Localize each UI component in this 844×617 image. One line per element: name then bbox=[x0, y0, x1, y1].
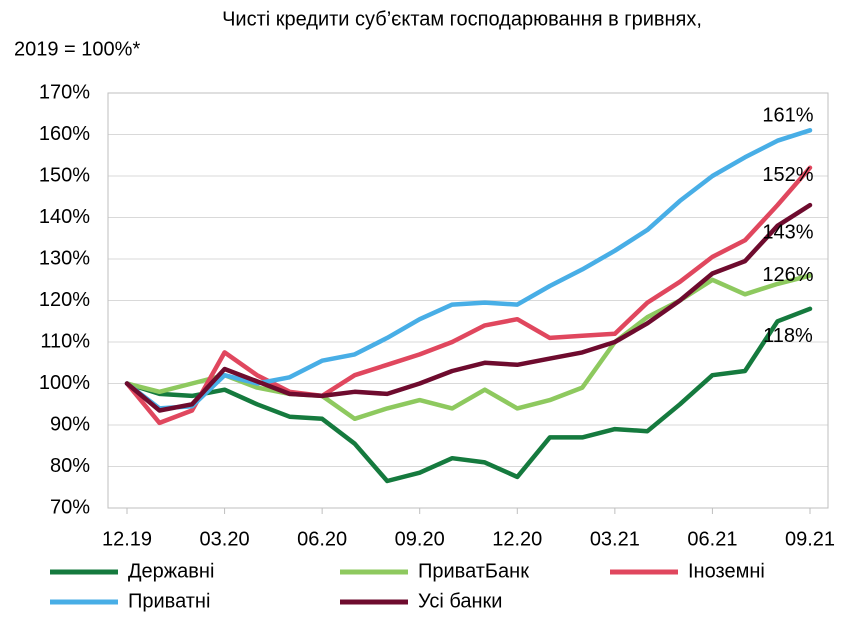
x-tick-label: 12.20 bbox=[492, 528, 542, 550]
y-tick-label: 130% bbox=[39, 247, 90, 269]
legend-label: Державні bbox=[128, 560, 214, 582]
x-tick-label: 06.20 bbox=[297, 528, 347, 550]
series-line bbox=[124, 273, 813, 422]
series-line bbox=[124, 202, 813, 413]
x-tick-label: 03.21 bbox=[590, 528, 640, 550]
series-line bbox=[124, 165, 813, 426]
legend-label: Іноземні bbox=[688, 560, 765, 582]
x-tick-label: 12.19 bbox=[102, 528, 152, 550]
y-tick-label: 70% bbox=[50, 496, 90, 518]
y-tick-label: 90% bbox=[50, 413, 90, 435]
y-tick-label: 120% bbox=[39, 289, 90, 311]
y-tick-label: 170% bbox=[39, 81, 90, 103]
y-tick-label: 140% bbox=[39, 206, 90, 228]
legend-label: Приватні bbox=[128, 590, 210, 612]
y-tick-label: 110% bbox=[40, 330, 90, 352]
y-tick-label: 80% bbox=[50, 455, 90, 477]
x-tick-label: 03.20 bbox=[200, 528, 250, 550]
x-tick-label: 09.21 bbox=[785, 528, 835, 550]
x-tick-label: 06.21 bbox=[687, 528, 737, 550]
chart-subtitle: 2019 = 100%* bbox=[14, 38, 140, 60]
data-label: 126% bbox=[762, 264, 813, 286]
series-line bbox=[124, 128, 813, 411]
y-tick-label: 160% bbox=[39, 123, 90, 145]
legend-label: ПриватБанк bbox=[418, 560, 529, 582]
data-label: 118% bbox=[763, 325, 813, 347]
legend-label: Усі банки bbox=[418, 590, 502, 612]
plot-frame bbox=[107, 92, 829, 509]
x-tick-label: 09.20 bbox=[395, 528, 445, 550]
y-tick-label: 100% bbox=[39, 372, 90, 394]
chart-title: Чисті кредити суб’єктам господарювання в… bbox=[222, 8, 702, 30]
data-label: 143% bbox=[762, 221, 813, 243]
y-tick-label: 150% bbox=[39, 164, 90, 186]
data-label: 152% bbox=[762, 164, 813, 186]
series-line bbox=[124, 306, 813, 484]
data-label: 161% bbox=[762, 105, 813, 127]
